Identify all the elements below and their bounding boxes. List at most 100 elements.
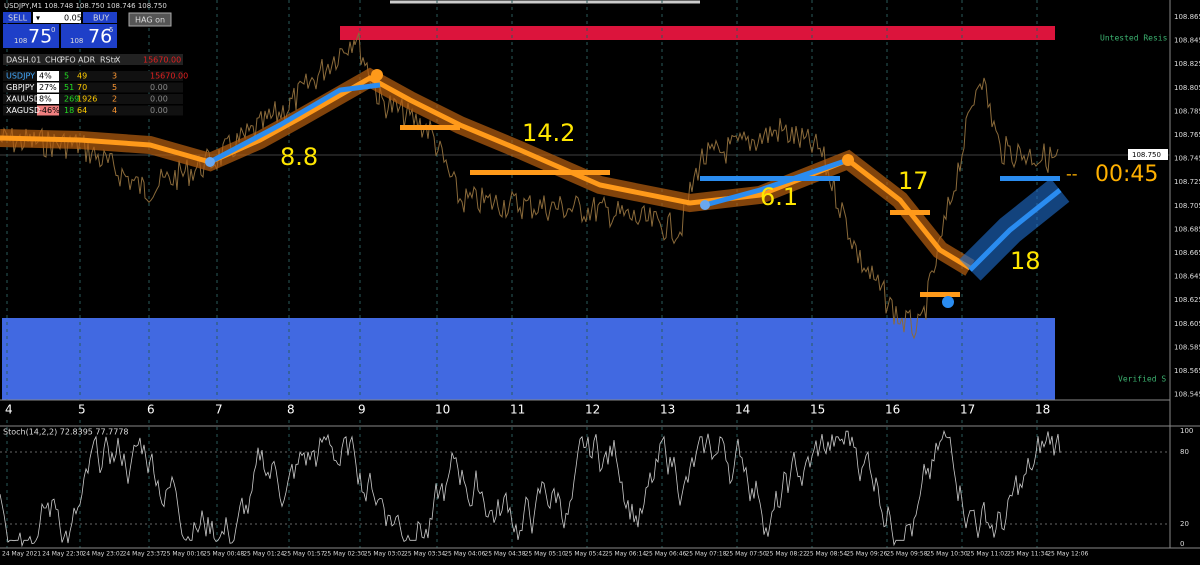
signal-dot [371,69,383,81]
time-label: 24 May 23:02 [82,551,123,558]
current-price: 108.750 [1132,151,1161,159]
zone-label: Verified S [1118,375,1166,384]
dash-title: DASH.01 [6,56,41,65]
level-blue [700,176,840,181]
time-label: 25 May 03:02 [364,551,405,558]
signal-dot [842,154,854,166]
dash-cell: 3 [112,72,117,81]
buy-label: BUY [93,14,109,23]
dash-cell: 5 [112,83,117,92]
axes: 108.865108.845108.825108.805108.785108.7… [2,13,1200,558]
lot-input[interactable] [33,12,81,23]
timer-dash: -- [1066,165,1078,184]
hag-button[interactable] [128,12,172,27]
time-label: 25 May 05:42 [565,551,606,558]
hour-label: 12 [585,403,600,417]
sell-sup: 0 [51,26,55,34]
stoch-title: Stoch(14,2,2) 72.8395 77.7778 [3,428,129,437]
hour-label: 4 [5,403,13,417]
hag-label: HAG on [135,16,165,25]
price-label: 108.685 [1174,225,1200,233]
zone-label: Untested Resis [1100,34,1168,43]
buy-price: 76 [88,26,112,48]
hour-label: 15 [810,403,825,417]
sell-button[interactable] [3,12,31,23]
stoch-axis-label: 80 [1180,448,1189,456]
price-label: 108.785 [1174,107,1200,115]
price-label: 108.605 [1174,320,1200,328]
price-label: 108.625 [1174,296,1200,304]
time-label: 24 May 23:37 [123,551,164,558]
sell-big: 108 [14,37,27,45]
hour-label: 5 [78,403,86,417]
annotation: 17 [898,167,929,195]
buy-price-box[interactable] [61,24,117,48]
hour-label: 16 [885,403,900,417]
dash-cell: 15670.00 [150,72,188,81]
time-label: 25 May 06:14 [605,551,646,558]
dash-cell: USDJPY [6,72,35,81]
dash-cell: 8% [39,95,52,104]
dash-cell: 0.00 [150,83,168,92]
time-label: 25 May 01:24 [243,551,284,558]
stoch-line [0,429,1061,548]
chg-cell [37,94,59,104]
time-label: 25 May 02:30 [324,551,365,558]
level-orange [920,292,960,297]
sell-price-box[interactable] [3,24,59,48]
chg-cell [37,71,59,81]
ma-blue-1 [208,82,381,165]
price-label: 108.765 [1174,131,1200,139]
time-label: 25 May 07:50 [726,551,767,558]
dash-header [3,54,183,65]
dash-cell: -46% [39,106,60,115]
level-blue [1000,176,1060,181]
signal-dot [700,200,710,210]
buy-big: 108 [70,37,83,45]
hour-label: 14 [735,403,750,417]
stoch-axis-label: 100 [1180,427,1193,435]
price-label: 108.545 [1174,391,1200,399]
time-label: 25 May 09:58 [886,551,927,558]
annotation: 8.8 [280,143,318,171]
dash-column: RStr [100,56,118,65]
hour-label: 9 [358,403,366,417]
time-label: 25 May 10:30 [927,551,968,558]
price-label: 108.645 [1174,273,1200,281]
time-label: 25 May 00:16 [163,551,204,558]
dash-row [3,82,183,93]
dash-row [3,71,183,81]
hour-bar [0,400,1170,420]
price-label: 108.585 [1174,343,1200,351]
lot-step: ▾ [36,14,40,23]
dash-cell: 5 [64,72,69,81]
time-label: 25 May 04:38 [484,551,525,558]
trade-panel: SELL ▾ 0.05 BUY 108 75 0 108 76 5 HAG on [3,12,172,48]
dash-cell: 49 [77,72,87,81]
dash-row [3,94,183,104]
annotation: 6.1 [760,183,798,211]
time-label: 25 May 04:06 [444,551,485,558]
time-label: 25 May 05:10 [525,551,566,558]
level-orange [890,210,930,215]
stoch-axis-label: 20 [1180,520,1189,528]
signal-dot [205,157,215,167]
time-label: 25 May 11:02 [967,551,1008,558]
chg-cell [37,105,59,116]
time-label: 25 May 11:34 [1007,551,1048,558]
support-zone [2,318,1055,400]
price-label: 108.825 [1174,60,1200,68]
price-label: 108.745 [1174,155,1200,163]
hour-label: 10 [435,403,450,417]
stoch-axis-label: 0 [1180,540,1184,548]
hour-label: 11 [510,403,525,417]
ma-blue-2 [704,157,849,208]
sell-label: SELL [8,14,28,23]
hour-label: 17 [960,403,975,417]
ma-blue-3 [968,188,1062,272]
buy-button[interactable] [83,12,117,23]
signal-dot [942,296,954,308]
symbol-info: USDJPY,M1 108.748 108.750 108.746 108.75… [4,2,167,10]
dash-cell: 18 [64,106,74,115]
